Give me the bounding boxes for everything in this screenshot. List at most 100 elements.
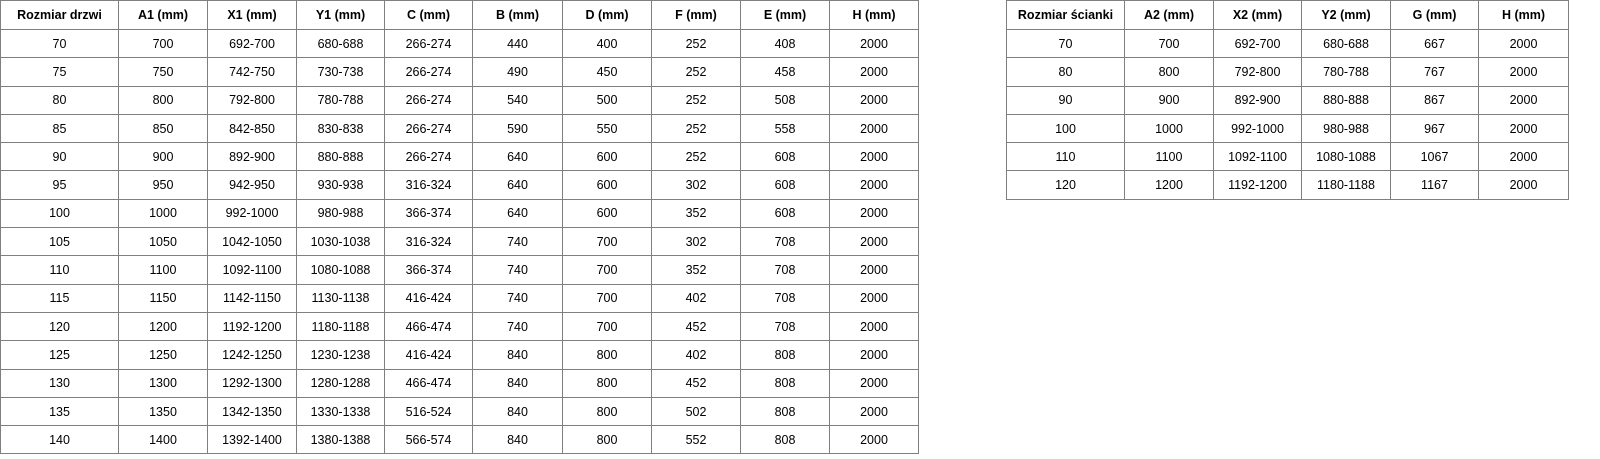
table-cell: 842-850 [207, 113, 297, 144]
table-cell: 452 [651, 368, 741, 398]
table-row: 100 1000 992-1000 980-988 967 2000 [1006, 113, 1569, 144]
table-cell: 1350 [118, 396, 208, 427]
table-cell: 892-900 [1213, 85, 1302, 115]
table-cell: 800 [118, 85, 208, 115]
table-cell: 700 [562, 311, 652, 342]
table-cell: 800 [562, 368, 652, 398]
table-cell: 808 [740, 368, 830, 398]
table-cell: 120 [1006, 170, 1125, 200]
table-cell: 1292-1300 [207, 368, 297, 398]
table-cell: 120 [0, 311, 119, 342]
table-row: 80 800 792-800 780-788 767 2000 [1006, 57, 1569, 87]
column-header: X1 (mm) [207, 0, 297, 30]
table-cell: 992-1000 [207, 198, 297, 229]
table-cell: 266-274 [384, 142, 473, 172]
table-cell: 252 [651, 57, 741, 87]
table-row: 120 1200 1192-1200 1180-1188 466-474 740 700 45… [0, 311, 919, 342]
table-cell: 840 [472, 340, 563, 370]
table-cell: 2000 [1478, 57, 1569, 87]
table-cell: 1030-1038 [296, 227, 385, 257]
table-cell: 900 [1124, 85, 1214, 115]
table-cell: 450 [562, 57, 652, 87]
table-cell: 466-474 [384, 368, 473, 398]
table-cell: 266-274 [384, 28, 473, 59]
table-cell: 2000 [829, 85, 919, 115]
table-cell: 700 [118, 28, 208, 59]
table-cell: 1080-1088 [296, 255, 385, 285]
table-cell: 708 [740, 227, 830, 257]
table-cell: 667 [1390, 28, 1479, 59]
table-cell: 252 [651, 142, 741, 172]
table-cell: 1167 [1390, 170, 1479, 200]
table-cell: 1300 [118, 368, 208, 398]
table-cell: 140 [0, 425, 119, 455]
table-cell: 600 [562, 170, 652, 200]
table-cell: 2000 [1478, 170, 1569, 200]
table-cell: 366-374 [384, 255, 473, 285]
table-cell: 110 [1006, 142, 1125, 172]
table-cell: 608 [740, 198, 830, 229]
table-cell: 740 [472, 311, 563, 342]
table-cell: 402 [651, 340, 741, 370]
column-header: C (mm) [384, 0, 473, 30]
table-cell: 680-688 [1301, 28, 1391, 59]
table-cell: 80 [1006, 57, 1125, 87]
column-header: H (mm) [1478, 0, 1569, 30]
table-cell: 800 [562, 396, 652, 427]
table-cell: 135 [0, 396, 119, 427]
header-row: Rozmiar drzwi A1 (mm) X1 (mm) Y1 (mm) C (mm)… [0, 0, 919, 30]
column-header: F (mm) [651, 0, 741, 30]
doors-dimensions-table: Rozmiar drzwi A1 (mm) X1 (mm) Y1 (mm) C (mm)… [0, 0, 919, 455]
table-cell: 2000 [1478, 85, 1569, 115]
table-cell: 502 [651, 396, 741, 427]
table-cell: 800 [1124, 57, 1214, 87]
column-header: G (mm) [1390, 0, 1479, 30]
wall-dimensions-table: Rozmiar ścianki A2 (mm) X2 (mm) Y2 (mm) G (m… [1006, 0, 1569, 200]
table-cell: 352 [651, 255, 741, 285]
table-cell: 1280-1288 [296, 368, 385, 398]
table-cell: 900 [118, 142, 208, 172]
table-cell: 466-474 [384, 311, 473, 342]
table-cell: 2000 [829, 368, 919, 398]
table-cell: 808 [740, 425, 830, 455]
table-cell: 700 [562, 255, 652, 285]
column-header: A2 (mm) [1124, 0, 1214, 30]
table-cell: 1042-1050 [207, 227, 297, 257]
table-cell: 2000 [829, 283, 919, 313]
table-cell: 1180-1188 [1301, 170, 1391, 200]
table-row: 85 850 842-850 830-838 266-274 590 550 252 558 20… [0, 113, 919, 144]
table-cell: 840 [472, 425, 563, 455]
table-cell: 85 [0, 113, 119, 144]
table-cell: 90 [0, 142, 119, 172]
table-cell: 2000 [829, 311, 919, 342]
table-cell: 692-700 [207, 28, 297, 59]
table-cell: 2000 [829, 340, 919, 370]
table-cell: 590 [472, 113, 563, 144]
table-cell: 800 [562, 340, 652, 370]
table-cell: 840 [472, 396, 563, 427]
table-cell: 400 [562, 28, 652, 59]
table-cell: 1200 [118, 311, 208, 342]
table-row: 95 950 942-950 930-938 316-324 640 600 302 608 20… [0, 170, 919, 200]
table-cell: 416-424 [384, 340, 473, 370]
table-row: 110 1100 1092-1100 1080-1088 366-374 740 700 35… [0, 255, 919, 285]
table-row: 100 1000 992-1000 980-988 366-374 640 600 352 60… [0, 198, 919, 229]
table-cell: 2000 [829, 113, 919, 144]
table-cell: 600 [562, 198, 652, 229]
table-row: 75 750 742-750 730-738 266-274 490 450 252 458 20… [0, 57, 919, 87]
table-cell: 316-324 [384, 227, 473, 257]
table-cell: 458 [740, 57, 830, 87]
table-cell: 840 [472, 368, 563, 398]
table-cell: 566-574 [384, 425, 473, 455]
table-cell: 980-988 [296, 198, 385, 229]
table-cell: 730-738 [296, 57, 385, 87]
table-cell: 115 [0, 283, 119, 313]
table-cell: 2000 [1478, 113, 1569, 144]
column-header: X2 (mm) [1213, 0, 1302, 30]
table-cell: 266-274 [384, 85, 473, 115]
table-cell: 70 [1006, 28, 1125, 59]
table-cell: 767 [1390, 57, 1479, 87]
table-cell: 1192-1200 [207, 311, 297, 342]
table-cell: 1130-1138 [296, 283, 385, 313]
table-cell: 490 [472, 57, 563, 87]
